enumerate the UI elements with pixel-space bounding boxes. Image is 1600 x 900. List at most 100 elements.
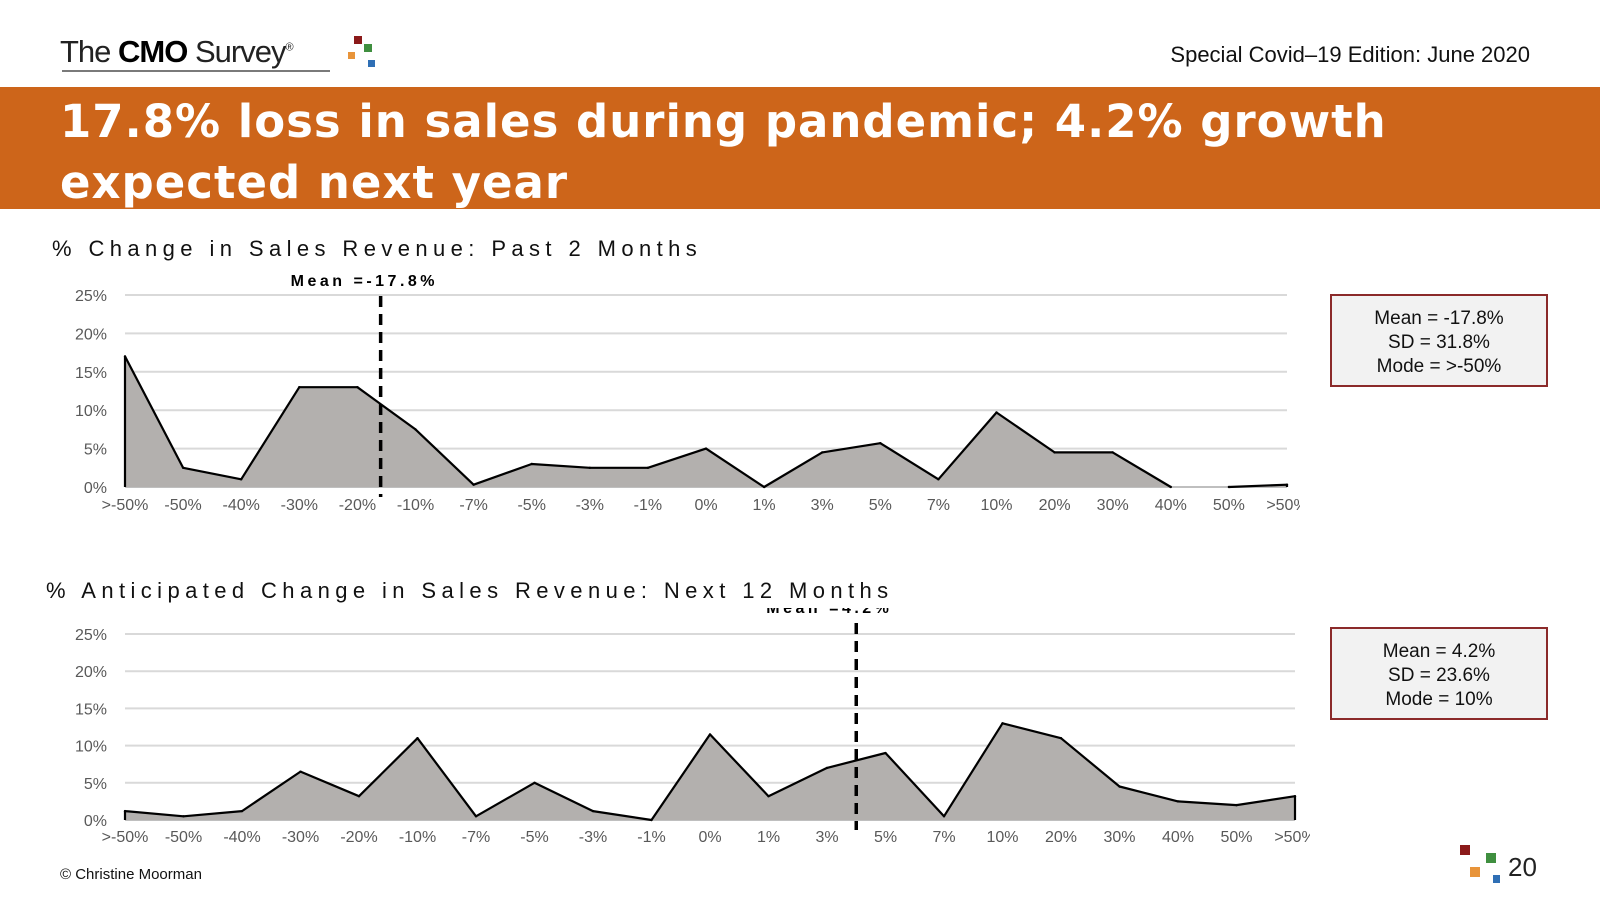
- data-point: [1059, 736, 1063, 740]
- chart-1-stats-box: Mean = -17.8% SD = 31.8% Mode = >-50%: [1330, 294, 1548, 387]
- area-fill: [125, 723, 1295, 820]
- data-point: [414, 428, 417, 431]
- logo-text: The CMO Survey®: [60, 34, 294, 69]
- x-tick-label: -10%: [397, 497, 434, 514]
- x-tick-label: -5%: [517, 497, 545, 514]
- logo-dots-icon: [348, 36, 375, 67]
- x-tick-label: -40%: [223, 497, 260, 514]
- data-point: [650, 818, 653, 822]
- stat-mode: Mode = 10%: [1385, 689, 1493, 710]
- x-tick-label: -20%: [340, 829, 377, 846]
- x-tick-label: -40%: [223, 829, 260, 846]
- page-number: 20: [1508, 852, 1537, 882]
- edition-label: Special Covid–19 Edition: June 2020: [1170, 42, 1530, 67]
- x-tick-label: 5%: [869, 497, 892, 514]
- x-tick-label: -7%: [462, 829, 490, 846]
- x-tick-label: 0%: [694, 497, 717, 514]
- stat-mode: Mode = >-50%: [1376, 356, 1502, 377]
- data-point: [357, 794, 361, 798]
- data-point: [474, 815, 478, 818]
- data-point: [708, 733, 712, 736]
- title-banner: 17.8% loss in sales during pandemic; 4.2…: [0, 87, 1600, 209]
- data-point: [767, 794, 770, 798]
- x-tick-label: 30%: [1097, 497, 1129, 514]
- data-point: [299, 770, 302, 773]
- x-tick-label: -1%: [634, 497, 662, 514]
- y-tick-label: 5%: [84, 442, 107, 459]
- y-tick-label: 20%: [75, 326, 107, 343]
- data-point: [533, 781, 536, 784]
- data-point: [240, 809, 244, 813]
- data-point: [356, 385, 359, 389]
- data-point: [240, 478, 243, 481]
- x-tick-label: 50%: [1220, 829, 1252, 846]
- y-tick-label: 25%: [75, 288, 107, 305]
- x-tick-label: 20%: [1039, 497, 1071, 514]
- data-point: [123, 809, 127, 813]
- x-tick-label: -30%: [282, 829, 319, 846]
- data-point: [1235, 803, 1238, 807]
- x-tick-label: 1%: [753, 497, 776, 514]
- mean-label: Mean =4.2%: [766, 608, 892, 617]
- stat-sd: SD = 31.8%: [1388, 332, 1490, 353]
- data-point: [825, 766, 829, 770]
- data-point: [1227, 485, 1231, 489]
- x-tick-label: 1%: [757, 829, 780, 846]
- y-tick-label: 25%: [75, 627, 107, 644]
- x-tick-label: 3%: [811, 497, 834, 514]
- x-tick-label: -7%: [459, 497, 487, 514]
- y-tick-label: 15%: [75, 701, 107, 718]
- stat-sd: SD = 23.6%: [1388, 665, 1490, 686]
- x-tick-label: -50%: [165, 829, 202, 846]
- series-line: [123, 355, 1172, 489]
- data-point: [181, 466, 185, 469]
- next-12-months-chart: 0% 5% 10% 15% 20% 25% >-50% -50% -40% -30% -20% -10…: [75, 608, 1310, 846]
- x-tick-label: 5%: [874, 829, 897, 846]
- x-tick-label: -3%: [576, 497, 604, 514]
- stat-mean: Mean = 4.2%: [1382, 641, 1496, 662]
- past-2-months-chart: 0% 5% 10% 15% 20% 25% >-50% -50% -40% -30% -20% -10…: [75, 273, 1300, 514]
- x-tick-label: 7%: [932, 829, 955, 846]
- area-fill: [125, 356, 1171, 487]
- data-point: [530, 462, 533, 466]
- data-point: [1001, 722, 1004, 725]
- data-point: [995, 411, 998, 414]
- data-point: [942, 815, 946, 818]
- x-tick-label: -50%: [164, 497, 201, 514]
- data-point: [1169, 485, 1173, 489]
- data-point: [298, 385, 301, 389]
- data-point: [646, 466, 650, 469]
- x-tick-label: -20%: [339, 497, 376, 514]
- mean-label: Mean =-17.8%: [291, 273, 438, 290]
- x-tick-label: 7%: [927, 497, 950, 514]
- y-tick-label: 0%: [84, 813, 107, 830]
- x-tick-label: 10%: [980, 497, 1012, 514]
- data-point: [591, 809, 595, 813]
- slide-title: 17.8% loss in sales during pandemic; 4.2…: [60, 95, 1387, 209]
- y-tick-label: 10%: [75, 403, 107, 420]
- x-tick-label: -5%: [520, 829, 548, 846]
- x-tick-label: -1%: [637, 829, 665, 846]
- x-tick-label: 3%: [815, 829, 838, 846]
- x-tick-label: >-50%: [102, 829, 149, 846]
- x-tick-label: 30%: [1103, 829, 1135, 846]
- data-point: [182, 815, 185, 818]
- x-tick-label: -10%: [399, 829, 436, 846]
- data-point: [884, 751, 887, 755]
- x-tick-label: >50%: [1266, 497, 1300, 514]
- data-point: [588, 466, 591, 469]
- x-tick-label: 20%: [1045, 829, 1077, 846]
- chart-1-title: % Change in Sales Revenue: Past 2 Months: [52, 236, 703, 261]
- y-tick-label: 20%: [75, 664, 107, 681]
- data-point: [1176, 800, 1180, 803]
- x-tick-label: -30%: [281, 497, 318, 514]
- logo-dots-icon: [1460, 845, 1500, 883]
- data-point: [1053, 451, 1056, 454]
- x-tick-label: 50%: [1213, 497, 1245, 514]
- x-tick-label: 40%: [1155, 497, 1187, 514]
- data-point: [704, 447, 708, 450]
- y-tick-label: 15%: [75, 365, 107, 382]
- stat-mean: Mean = -17.8%: [1374, 308, 1504, 329]
- data-point: [821, 451, 824, 454]
- data-point: [1293, 794, 1297, 798]
